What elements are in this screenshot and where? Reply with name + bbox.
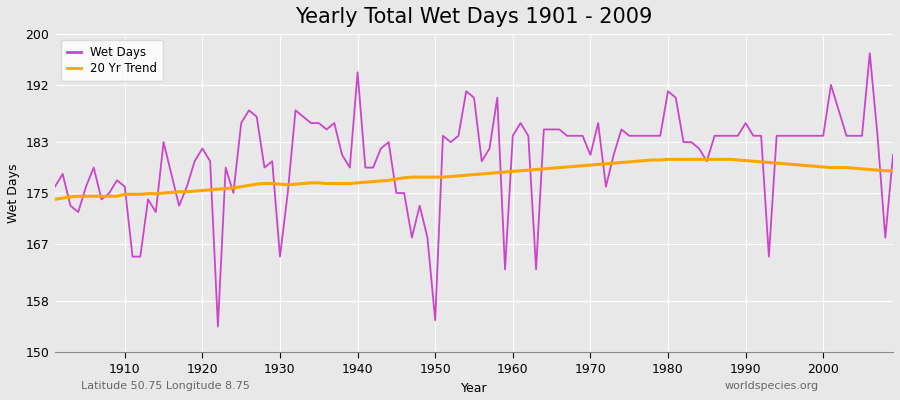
20 Yr Trend <box>662 157 673 162</box>
Wet Days <box>864 51 875 56</box>
Wet Days <box>508 133 518 138</box>
Line: Wet Days: Wet Days <box>55 53 893 326</box>
Wet Days <box>212 324 223 329</box>
20 Yr Trend <box>508 169 518 174</box>
Wet Days <box>290 108 301 113</box>
Text: Latitude 50.75 Longitude 8.75: Latitude 50.75 Longitude 8.75 <box>81 381 250 391</box>
Wet Days <box>337 152 347 157</box>
Line: 20 Yr Trend: 20 Yr Trend <box>55 159 893 199</box>
Wet Days <box>112 178 122 183</box>
Wet Days <box>887 152 898 157</box>
20 Yr Trend <box>600 161 611 166</box>
Text: worldspecies.org: worldspecies.org <box>724 381 819 391</box>
20 Yr Trend <box>887 168 898 173</box>
20 Yr Trend <box>328 181 339 186</box>
Wet Days <box>50 184 60 189</box>
Y-axis label: Wet Days: Wet Days <box>7 163 20 223</box>
Wet Days <box>515 121 526 126</box>
X-axis label: Year: Year <box>461 382 487 395</box>
20 Yr Trend <box>500 170 510 174</box>
Title: Yearly Total Wet Days 1901 - 2009: Yearly Total Wet Days 1901 - 2009 <box>295 7 652 27</box>
Legend: Wet Days, 20 Yr Trend: Wet Days, 20 Yr Trend <box>61 40 163 81</box>
20 Yr Trend <box>112 194 122 199</box>
Wet Days <box>608 152 619 157</box>
20 Yr Trend <box>283 182 293 187</box>
20 Yr Trend <box>50 197 60 202</box>
